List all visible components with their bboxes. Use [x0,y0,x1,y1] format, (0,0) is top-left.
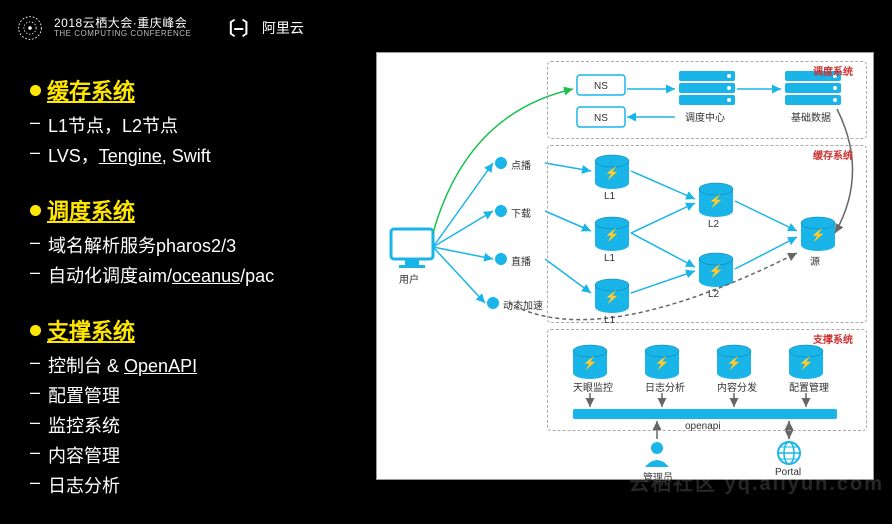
bullet-icon [30,205,41,216]
section-item: –监控系统 [30,412,380,438]
section-item-text: 域名解析服务pharos2/3 [48,232,236,258]
conference-title: 2018云栖大会·重庆峰会 THE COMPUTING CONFERENCE [54,17,191,39]
section-item: –内容管理 [30,442,380,468]
section-item-text: LVS，Tengine, Swift [48,142,211,168]
architecture-diagram: NSNS⚡⚡⚡⚡⚡⚡⚡⚡⚡⚡ 调度系统缓存系统支撑系统用户调度中心基础数据点播下… [376,52,874,480]
section-item: –域名解析服务pharos2/3 [30,232,380,258]
dash-icon: – [30,232,40,258]
aliyun-logo: 〔−〕 阿里云 [217,15,304,41]
dash-icon: – [30,262,40,288]
section-item: –控制台 & OpenAPI [30,352,380,378]
bullet-icon [30,85,41,96]
content-outline: 缓存系统–L1节点，L2节点–LVS，Tengine, Swift调度系统–域名… [30,74,380,524]
section-item-text: 内容管理 [48,442,120,468]
section-title: 支撑系统 [30,314,380,346]
cyl-label: L2 [708,289,719,300]
section-item-text: 日志分析 [48,472,120,498]
region-label: 支撑系统 [813,331,863,346]
section-title: 调度系统 [30,194,380,226]
dash-icon: – [30,112,40,138]
stream-label: 点播 [511,157,531,172]
aliyun-brand-text: 阿里云 [262,18,304,38]
section-title-text: 支撑系统 [47,314,135,346]
section-item: –LVS，Tengine, Swift [30,142,380,168]
section-item-text: 自动化调度aim/oceanus/pac [48,262,274,288]
support-db-label: 日志分析 [641,379,689,394]
cyl-label: L1 [604,191,615,202]
region-label: 缓存系统 [813,147,863,162]
cyl-label: L1 [604,253,615,264]
dispatch-center-label: 调度中心 [685,109,725,124]
aliyun-bracket-icon: 〔−〕 [217,15,258,41]
section-item: –自动化调度aim/oceanus/pac [30,262,380,288]
dash-icon: – [30,442,40,468]
stream-label: 直播 [511,253,531,268]
dash-icon: – [30,412,40,438]
section-items: –域名解析服务pharos2/3–自动化调度aim/oceanus/pac [30,232,380,288]
support-db-label: 配置管理 [785,379,833,394]
dash-icon: – [30,352,40,378]
section-title: 缓存系统 [30,74,380,106]
section-items: –L1节点，L2节点–LVS，Tengine, Swift [30,112,380,168]
section-items: –控制台 & OpenAPI–配置管理–监控系统–内容管理–日志分析 [30,352,380,498]
section-title-text: 缓存系统 [47,74,135,106]
openapi-label: openapi [685,421,721,432]
cyl-label: 源 [810,253,820,268]
section: 支撑系统–控制台 & OpenAPI–配置管理–监控系统–内容管理–日志分析 [30,314,380,498]
region-label: 调度系统 [813,63,863,78]
support-db-label: 内容分发 [713,379,761,394]
section-item-text: 配置管理 [48,382,120,408]
section-item: –配置管理 [30,382,380,408]
section-item-text: 监控系统 [48,412,120,438]
user-label: 用户 [399,271,419,286]
header: 2018云栖大会·重庆峰会 THE COMPUTING CONFERENCE 〔… [16,14,304,42]
section: 缓存系统–L1节点，L2节点–LVS，Tengine, Swift [30,74,380,168]
section-item-text: L1节点，L2节点 [48,112,178,138]
dash-icon: – [30,382,40,408]
stream-label: 动态加速 [503,297,543,312]
cyl-label: L1 [604,315,615,326]
section-item: –L1节点，L2节点 [30,112,380,138]
section-title-text: 调度系统 [47,194,135,226]
section-item: –日志分析 [30,472,380,498]
region-box [547,145,867,323]
stream-label: 下载 [511,205,531,220]
dash-icon: – [30,142,40,168]
conference-logo-icon [16,14,44,42]
section-item-text: 控制台 & OpenAPI [48,352,197,378]
section: 调度系统–域名解析服务pharos2/3–自动化调度aim/oceanus/pa… [30,194,380,288]
cyl-label: L2 [708,219,719,230]
support-db-label: 天眼监控 [569,379,617,394]
dash-icon: – [30,472,40,498]
watermark: 云栖社区 yq.aliyun.com [629,467,884,496]
bullet-icon [30,325,41,336]
conference-title-en: THE COMPUTING CONFERENCE [54,30,191,39]
base-data-label: 基础数据 [791,109,831,124]
